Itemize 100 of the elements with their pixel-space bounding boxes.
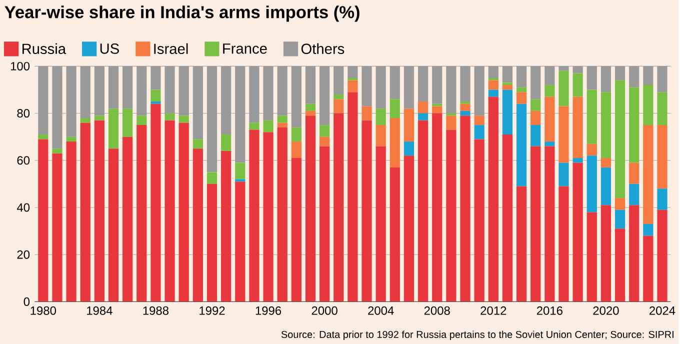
x-tick-label: 2012 bbox=[480, 306, 506, 315]
bar bbox=[614, 80, 626, 198]
bar bbox=[221, 150, 232, 302]
bar bbox=[348, 66, 358, 78]
bar bbox=[108, 148, 119, 302]
bar bbox=[629, 87, 640, 163]
bar bbox=[474, 116, 484, 125]
bar bbox=[572, 66, 583, 74]
bar bbox=[530, 110, 541, 125]
bar bbox=[530, 146, 541, 302]
bar bbox=[376, 146, 386, 302]
x-tick-label: 1984 bbox=[87, 306, 112, 315]
bar bbox=[362, 66, 372, 106]
bar bbox=[418, 120, 428, 302]
bar bbox=[362, 106, 372, 120]
bar bbox=[516, 87, 527, 92]
legend-label: France bbox=[223, 43, 267, 54]
bar bbox=[235, 181, 246, 302]
bar bbox=[348, 80, 358, 92]
chart-title: Year-wise share in India's arms imports (%) bbox=[4, 5, 360, 22]
bar bbox=[558, 162, 569, 186]
bar bbox=[291, 127, 302, 142]
bar bbox=[320, 146, 330, 302]
bar bbox=[164, 113, 175, 120]
source-note: Source: Data prior to 1992 for Russia pertains to the Soviet Union Center; Source: SIPRI bbox=[281, 330, 674, 340]
bar bbox=[404, 141, 414, 156]
y-tick-label: 60 bbox=[17, 156, 30, 165]
bar bbox=[235, 162, 246, 180]
y-tick-label: 20 bbox=[17, 250, 30, 259]
bar bbox=[418, 66, 428, 102]
bar bbox=[376, 66, 386, 108]
bar bbox=[502, 90, 513, 134]
bar bbox=[80, 122, 90, 302]
x-tick-label: 2000 bbox=[312, 306, 338, 315]
bar bbox=[446, 116, 456, 130]
bar bbox=[178, 122, 189, 302]
bar bbox=[530, 124, 541, 146]
bar bbox=[432, 66, 442, 104]
bar bbox=[558, 66, 569, 71]
bar bbox=[643, 84, 654, 125]
legend-label: US bbox=[100, 43, 119, 54]
legend-label: Others bbox=[301, 43, 344, 54]
bar bbox=[376, 108, 386, 125]
bar bbox=[390, 66, 400, 100]
bar bbox=[38, 134, 48, 140]
bar bbox=[150, 101, 161, 104]
y-tick-label: 100 bbox=[10, 62, 30, 70]
bar bbox=[643, 66, 654, 85]
bar bbox=[94, 116, 104, 120]
bar bbox=[643, 124, 654, 224]
bar bbox=[614, 198, 626, 210]
bar bbox=[502, 134, 513, 302]
bar bbox=[291, 141, 302, 158]
bar bbox=[657, 92, 668, 125]
bar bbox=[460, 104, 470, 111]
bar bbox=[122, 136, 133, 302]
bar bbox=[348, 78, 358, 80]
bar bbox=[488, 96, 498, 302]
bar bbox=[629, 205, 640, 302]
bar bbox=[66, 141, 76, 302]
bar bbox=[516, 66, 527, 88]
x-tick-label: 2004 bbox=[368, 306, 394, 315]
bar bbox=[572, 162, 583, 302]
bar bbox=[291, 158, 302, 302]
bar bbox=[52, 153, 62, 302]
bar bbox=[600, 158, 612, 168]
bar bbox=[643, 224, 654, 236]
bar bbox=[390, 99, 400, 118]
bar bbox=[277, 127, 288, 302]
bar bbox=[376, 124, 386, 146]
bar bbox=[629, 184, 640, 205]
bar bbox=[629, 66, 640, 88]
bar bbox=[136, 116, 147, 125]
bar bbox=[362, 120, 372, 302]
bar bbox=[558, 70, 569, 106]
bar bbox=[108, 108, 119, 148]
x-tick-label: 1988 bbox=[143, 306, 169, 315]
bar bbox=[488, 90, 498, 97]
bar bbox=[600, 205, 612, 302]
bar bbox=[432, 113, 442, 302]
bar bbox=[66, 136, 76, 142]
bar bbox=[544, 146, 555, 302]
bar bbox=[263, 120, 274, 132]
x-tick-label: 1992 bbox=[200, 306, 225, 315]
bar bbox=[221, 134, 232, 151]
bar bbox=[136, 124, 147, 302]
y-tick-label: 40 bbox=[16, 203, 30, 212]
bar bbox=[390, 167, 400, 302]
bar bbox=[108, 66, 119, 108]
bar bbox=[586, 90, 597, 144]
bar bbox=[38, 139, 48, 302]
bar bbox=[544, 96, 555, 142]
bar bbox=[305, 110, 316, 116]
bar bbox=[460, 101, 470, 104]
bar bbox=[164, 120, 175, 302]
bar bbox=[320, 136, 330, 146]
bar bbox=[600, 66, 612, 92]
bar bbox=[150, 66, 161, 90]
bar bbox=[516, 92, 527, 104]
bar bbox=[192, 139, 203, 148]
